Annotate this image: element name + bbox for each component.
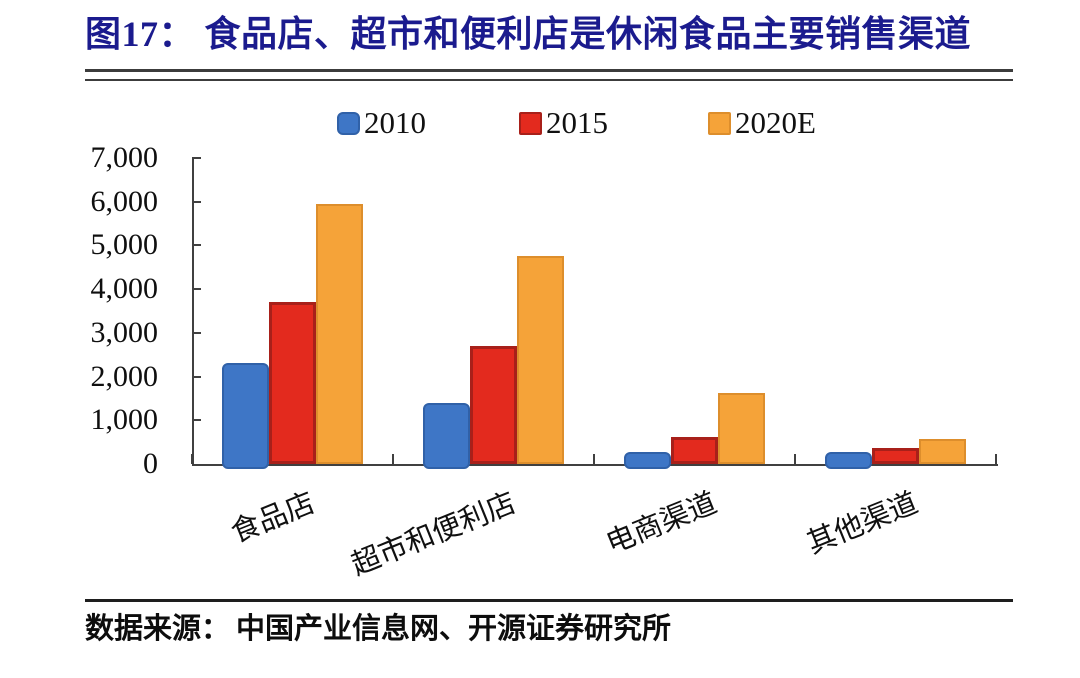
bar-2015-3 [872, 448, 919, 464]
bar-2010-0 [222, 363, 269, 469]
bar-2015-0 [269, 302, 316, 464]
bar-2010-3 [825, 452, 872, 469]
x-category-label: 其他渠道 [802, 486, 922, 561]
y-axis-tick [192, 157, 201, 159]
data-source-label: 数据来源： [85, 613, 231, 645]
y-tick-label: 5,000 [90, 228, 159, 262]
x-axis-tick [593, 454, 595, 464]
bar-2015-2 [671, 437, 718, 464]
bar-2020E-2 [718, 393, 765, 464]
y-axis-line [192, 158, 194, 466]
y-axis-tick [192, 244, 201, 247]
bar-2020E-0 [316, 204, 363, 464]
bar-2010-1 [423, 403, 470, 469]
data-source-text: 中国产业信息网、开源证券研究所 [236, 613, 672, 645]
x-axis-tick [794, 454, 796, 464]
y-axis-tick [192, 419, 201, 422]
y-tick-label: 6,000 [90, 184, 159, 218]
y-axis-tick [192, 288, 201, 291]
data-source: 数据来源： 中国产业信息网、开源证券研究所 [85, 610, 1025, 648]
y-tick-label: 7,000 [90, 141, 159, 174]
y-tick-label: 4,000 [90, 272, 159, 306]
y-tick-label: 0 [143, 447, 158, 480]
legend-swatch-2010 [337, 111, 360, 135]
title-divider [85, 69, 1013, 81]
legend-swatch-2020E [708, 111, 731, 135]
legend-label-2015: 2015 [546, 105, 608, 140]
y-tick-label: 2,000 [90, 359, 159, 393]
x-category-label: 电商渠道 [601, 486, 721, 561]
bar-2020E-1 [517, 256, 564, 464]
x-axis-line [192, 464, 998, 466]
y-axis-tick [192, 375, 201, 378]
legend-item-2015: 2015 [519, 106, 608, 140]
figure-title: 图17： 食品店、超市和便利店是休闲食品主要销售渠道 [85, 14, 972, 54]
bar-2015-1 [470, 346, 517, 464]
chart-legend: 2010 2015 2020E [0, 106, 1080, 140]
bar-2020E-3 [919, 439, 966, 464]
footer-divider [85, 599, 1013, 602]
bar-2010-2 [624, 452, 671, 469]
x-axis-tick [392, 454, 394, 464]
x-axis-tick [995, 454, 997, 464]
legend-label-2010: 2010 [364, 105, 426, 140]
legend-label-2020E: 2020E [735, 105, 816, 140]
y-tick-label: 3,000 [90, 315, 159, 349]
legend-swatch-2015 [519, 111, 542, 135]
legend-item-2010: 2010 [337, 106, 426, 140]
x-axis-tick [191, 454, 193, 464]
y-tick-label: 1,000 [90, 403, 159, 437]
y-axis-tick [192, 331, 201, 334]
y-axis-tick [192, 200, 201, 203]
x-category-label: 食品店 [226, 486, 319, 550]
legend-item-2020E: 2020E [708, 106, 816, 140]
x-category-label: 超市和便利店 [346, 486, 520, 582]
